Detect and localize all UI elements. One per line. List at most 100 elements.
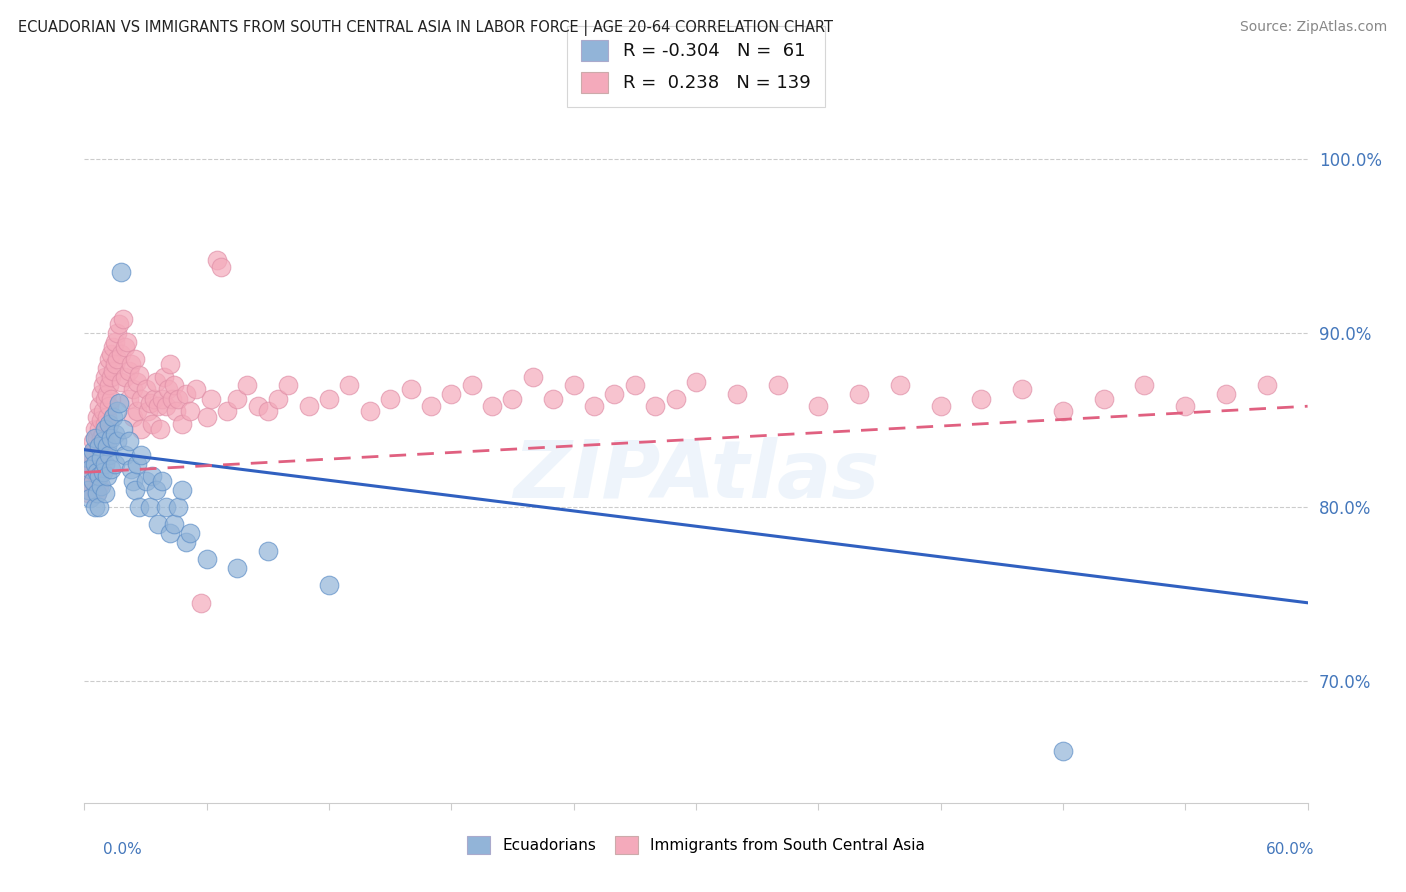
Point: [93, 486, 115, 500]
Point: [298, 399, 321, 413]
Point: [167, 392, 190, 407]
Point: [257, 404, 280, 418]
Point: [83, 483, 105, 497]
Point: [217, 404, 239, 418]
Text: 60.0%: 60.0%: [1267, 842, 1315, 856]
Point: [179, 404, 201, 418]
Point: [83, 422, 105, 436]
Point: [165, 404, 187, 418]
Point: [481, 399, 503, 413]
Point: [87, 439, 110, 453]
Point: [122, 474, 145, 488]
Point: [90, 451, 112, 466]
Legend: Ecuadorians, Immigrants from South Central Asia: Ecuadorians, Immigrants from South Centr…: [460, 829, 932, 862]
Point: [79, 462, 101, 476]
Point: [77, 486, 100, 500]
Point: [159, 358, 181, 372]
Point: [145, 375, 167, 389]
Point: [82, 457, 104, 471]
Point: [124, 483, 146, 497]
Point: [90, 387, 112, 401]
Point: [138, 500, 160, 514]
Point: [159, 526, 181, 541]
Point: [135, 474, 157, 488]
Point: [146, 517, 169, 532]
Point: [87, 500, 110, 514]
Point: [155, 500, 177, 514]
Point: [96, 409, 118, 424]
Point: [543, 392, 565, 407]
Point: [79, 483, 101, 497]
Point: [91, 378, 114, 392]
Point: [91, 466, 114, 480]
Point: [108, 395, 131, 409]
Point: [257, 543, 280, 558]
Point: [174, 387, 197, 401]
Point: [110, 347, 132, 361]
Point: [87, 462, 110, 476]
Point: [97, 417, 120, 431]
Point: [90, 451, 112, 466]
Point: [120, 462, 142, 476]
Point: [118, 434, 141, 448]
Point: [226, 561, 249, 575]
Point: [149, 422, 172, 436]
Point: [1256, 378, 1278, 392]
Point: [725, 387, 748, 401]
Point: [93, 434, 115, 448]
Point: [318, 578, 340, 592]
Point: [86, 486, 108, 500]
Point: [118, 392, 141, 407]
Point: [522, 369, 544, 384]
Point: [603, 387, 626, 401]
Point: [1011, 382, 1033, 396]
Point: [96, 468, 118, 483]
Point: [155, 399, 177, 413]
Point: [91, 427, 114, 442]
Point: [90, 413, 112, 427]
Point: [87, 399, 110, 413]
Point: [380, 392, 402, 407]
Point: [131, 392, 153, 407]
Point: [209, 260, 232, 274]
Point: [1092, 392, 1115, 407]
Point: [79, 448, 101, 462]
Point: [79, 491, 101, 506]
Point: [624, 378, 647, 392]
Point: [562, 378, 585, 392]
Point: [127, 404, 149, 418]
Point: [172, 483, 194, 497]
Point: [104, 334, 127, 349]
Point: [153, 369, 176, 384]
Point: [160, 392, 183, 407]
Point: [179, 526, 201, 541]
Point: [142, 392, 165, 407]
Point: [112, 422, 135, 436]
Point: [440, 387, 463, 401]
Point: [86, 486, 108, 500]
Point: [114, 448, 136, 462]
Point: [115, 334, 138, 349]
Point: [929, 399, 952, 413]
Point: [195, 409, 218, 424]
Point: [167, 500, 190, 514]
Point: [127, 457, 149, 471]
Point: [91, 444, 114, 458]
Point: [200, 392, 222, 407]
Point: [156, 382, 179, 396]
Point: [136, 404, 159, 418]
Point: [889, 378, 911, 392]
Point: [114, 369, 136, 384]
Point: [100, 347, 122, 361]
Text: Source: ZipAtlas.com: Source: ZipAtlas.com: [1240, 20, 1388, 34]
Point: [96, 387, 118, 401]
Point: [105, 352, 128, 367]
Point: [267, 392, 290, 407]
Point: [339, 378, 361, 392]
Point: [131, 422, 153, 436]
Point: [112, 312, 135, 326]
Point: [502, 392, 524, 407]
Point: [77, 451, 100, 466]
Point: [97, 399, 120, 413]
Point: [114, 340, 136, 354]
